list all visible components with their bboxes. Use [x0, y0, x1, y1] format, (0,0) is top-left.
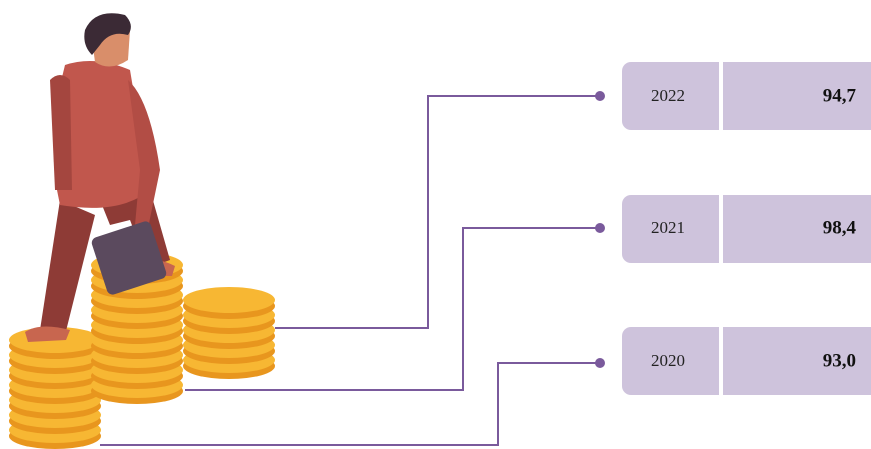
value-label: 93,0	[823, 350, 856, 371]
row: 2020 93,0	[622, 327, 871, 395]
value-label: 94,7	[823, 85, 857, 106]
infographic: 2022 94,7 2021 98,4 2020 93,0	[0, 0, 871, 449]
coin-stack	[9, 327, 101, 449]
value-label: 98,4	[823, 217, 857, 238]
coin-stack	[183, 287, 275, 379]
value-rows: 2022 94,7 2021 98,4 2020 93,0	[622, 62, 871, 395]
connector-dot	[595, 358, 605, 368]
row: 2021 98,4	[622, 195, 871, 263]
year-label: 2022	[651, 86, 685, 105]
connector-dot	[595, 91, 605, 101]
year-label: 2020	[651, 351, 685, 370]
page: 2022 94,7 2021 98,4 2020 93,0 (() => { c…	[0, 0, 871, 449]
connector-dot	[595, 223, 605, 233]
year-label: 2021	[651, 218, 685, 237]
connector-line	[275, 96, 600, 328]
row: 2022 94,7	[622, 62, 871, 130]
